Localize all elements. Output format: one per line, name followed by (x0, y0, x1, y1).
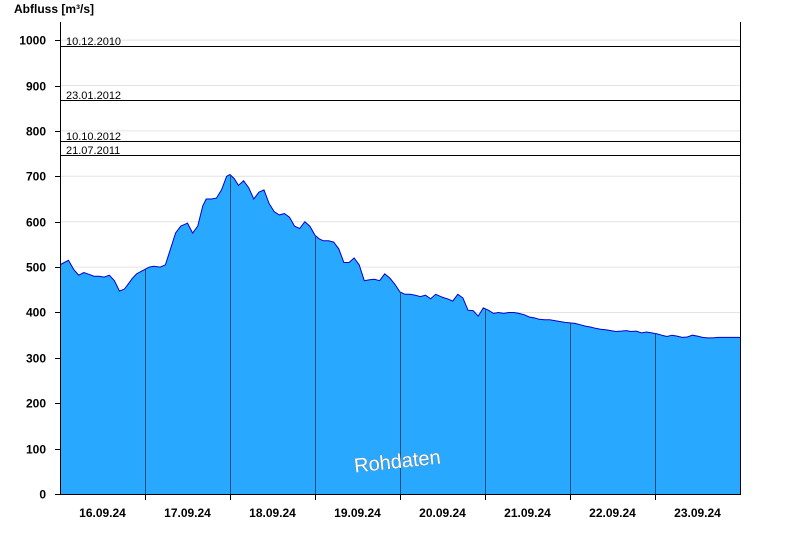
reference-line-label: 10.10.2012 (66, 131, 121, 143)
y-tick-label: 700 (26, 170, 46, 184)
x-tick-label: 21.09.24 (504, 506, 551, 520)
x-tick-label: 19.09.24 (334, 506, 381, 520)
discharge-line (59, 173, 740, 339)
x-tick-label: 23.09.24 (674, 506, 721, 520)
y-tick-label: 600 (26, 216, 46, 230)
x-ticks: 16.09.24 17.09.24 18.09.24 19.09.24 20.09.24… (79, 494, 721, 520)
y-tick-label: 900 (26, 80, 46, 94)
y-tick-label: 0 (39, 488, 46, 502)
reference-line-label: 21.07.2011 (66, 145, 120, 157)
y-tick-label: 200 (26, 397, 46, 411)
x-tick-label: 18.09.24 (249, 506, 296, 520)
reference-lines: 10.12.2010 23.01.2012 10.10.2012 21.07.2011 (60, 36, 740, 157)
y-tick-label: 100 (26, 443, 46, 457)
day-lines (145, 174, 656, 494)
y-tick-label: 300 (26, 352, 46, 366)
x-tick-label: 22.09.24 (589, 506, 636, 520)
x-tick-label: 17.09.24 (164, 506, 211, 520)
reference-line-label: 10.12.2010 (66, 36, 121, 48)
y-tick-label: 800 (26, 125, 46, 139)
reference-line-label: 23.01.2012 (66, 90, 121, 102)
y-tick-label: 500 (26, 261, 46, 275)
x-tick-label: 16.09.24 (79, 506, 126, 520)
y-ticks: 0 100 200 300 400 500 600 700 800 900 1000 (19, 34, 60, 502)
y-axis-label: Abfluss [m³/s] (14, 2, 94, 16)
y-tick-label: 1000 (19, 34, 46, 48)
y-tick-label: 400 (26, 306, 46, 320)
x-tick-label: 20.09.24 (419, 506, 466, 520)
